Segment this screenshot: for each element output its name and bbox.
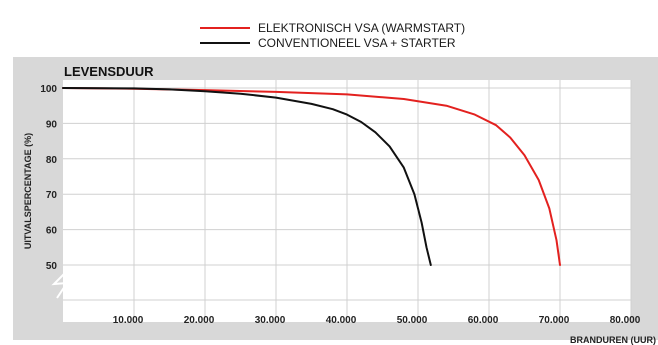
y-tick-label: 90 [46, 119, 58, 130]
y-tick-label: 60 [46, 226, 58, 237]
legend-swatch-red [200, 26, 250, 29]
legend-label-conventional: CONVENTIONEEL VSA + STARTER [258, 35, 456, 50]
y-axis-title: UITVALSPERCENTAGE (%) [23, 133, 33, 249]
y-tick-label: 100 [40, 84, 57, 95]
x-tick-label: 30.000 [255, 315, 286, 326]
x-tick-label: 20.000 [184, 315, 215, 326]
y-tick-label: 80 [46, 155, 58, 166]
y-tick-label: 50 [46, 261, 58, 272]
series-line-0 [62, 87, 561, 266]
legend: ELEKTRONISCH VSA (WARMSTART) CONVENTIONE… [200, 20, 465, 50]
x-tick-label: 60.000 [468, 315, 499, 326]
legend-swatch-black [200, 41, 250, 44]
x-axis-title: BRANDUREN (UUR) [570, 335, 656, 345]
x-tick-label: 70.000 [539, 315, 570, 326]
legend-item-electronic: ELEKTRONISCH VSA (WARMSTART) [200, 20, 465, 35]
x-tick-label: 80.000 [610, 315, 641, 326]
chart-title: LEVENSDUUR [64, 64, 154, 79]
x-tick-label: 50.000 [397, 315, 428, 326]
y-tick-label: 70 [46, 190, 58, 201]
legend-label-electronic: ELEKTRONISCH VSA (WARMSTART) [258, 20, 466, 35]
x-tick-label: 40.000 [326, 315, 357, 326]
axis-break-mark [51, 273, 69, 299]
series-line-1 [62, 87, 432, 266]
legend-item-conventional: CONVENTIONEEL VSA + STARTER [200, 35, 465, 50]
x-tick-label: 10.000 [113, 315, 144, 326]
